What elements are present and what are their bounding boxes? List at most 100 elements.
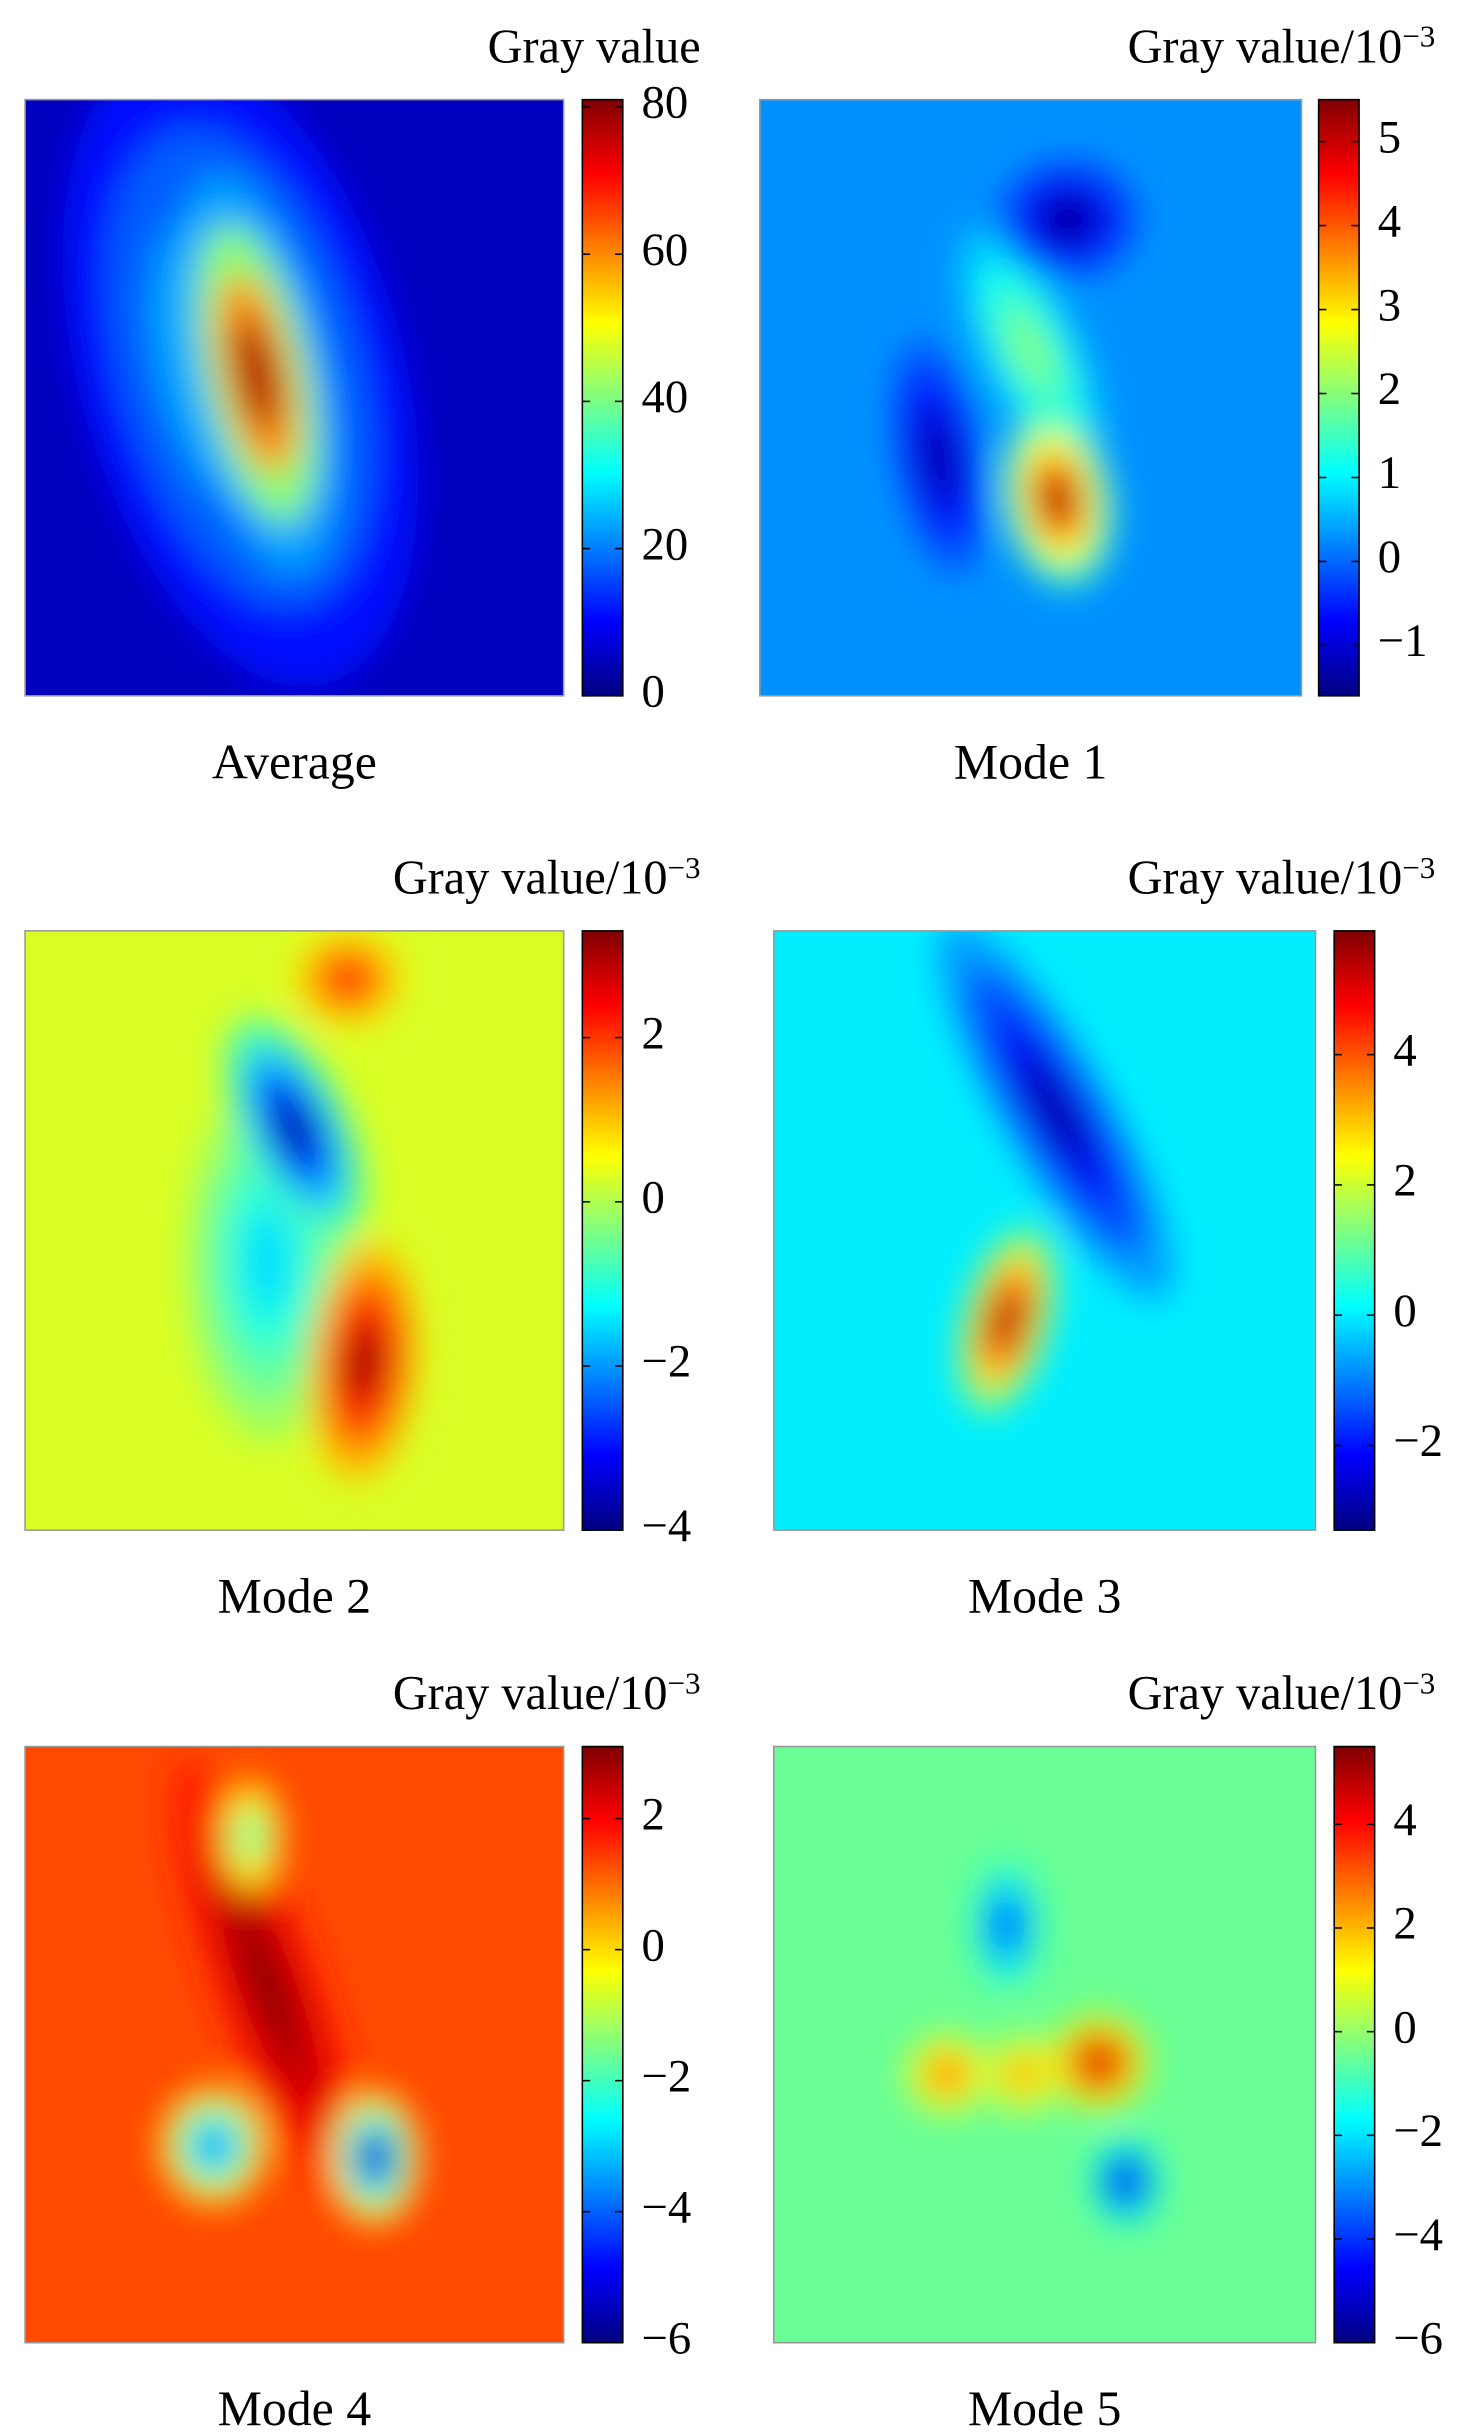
- panel-caption: Mode 5: [968, 2381, 1122, 2433]
- colorbar-tick-label: −6: [641, 2312, 691, 2364]
- colorbar-tick-label: −4: [641, 1500, 691, 1552]
- field-blob: [935, 2062, 960, 2087]
- field-blob: [242, 1819, 261, 1853]
- colorbar-tick-label: 40: [641, 371, 688, 423]
- colorbar-tick-label: 4: [1393, 1794, 1416, 1846]
- colorbar-tick-label: 80: [641, 77, 688, 129]
- colorbar-tick-label: 60: [641, 224, 688, 276]
- colorbar-title: Gray value: [488, 20, 701, 73]
- heatmap-frame: [773, 1745, 1317, 2344]
- heatmap-field: [186, 930, 420, 1482]
- heatmap-field: [62, 99, 419, 688]
- colorbar-tick-label: −2: [1393, 2105, 1443, 2157]
- field-blob: [1012, 2062, 1034, 2087]
- heatmap-field: [937, 930, 1174, 1414]
- title-text: Gray value/10: [1128, 852, 1403, 905]
- colorbar-tick-label: 4: [1378, 195, 1401, 247]
- title-exponent: −3: [1402, 1666, 1435, 1701]
- field-blob: [1116, 2170, 1136, 2194]
- colorbar-tick-label: −4: [1393, 2209, 1443, 2261]
- heatmap: [759, 99, 1302, 696]
- colorbar: [1333, 1745, 1376, 2344]
- colorbar: [1333, 930, 1376, 1531]
- heatmap-frame: [24, 98, 565, 697]
- field-blob: [363, 2139, 388, 2177]
- colorbar-title: Gray value/10−3: [1128, 19, 1436, 74]
- field-blob: [925, 424, 952, 491]
- heatmap: [25, 99, 564, 696]
- colorbar-title: Gray value/10−3: [1128, 850, 1436, 905]
- panel-caption: Average: [212, 734, 377, 789]
- title-text: Gray value/10: [393, 852, 668, 905]
- colorbar-tick-label: 2: [1378, 363, 1401, 415]
- field-blob: [1010, 316, 1051, 384]
- field-blob: [198, 2129, 229, 2163]
- title-exponent: −3: [1402, 19, 1435, 54]
- heatmap-frame: [773, 930, 1317, 1531]
- heatmap-field: [159, 1760, 419, 2224]
- colorbar-title: Gray value/10−3: [393, 1666, 701, 1721]
- title-exponent: −3: [668, 1666, 701, 1701]
- colorbar-tick-label: 0: [1393, 1285, 1416, 1337]
- heatmap-field: [903, 1865, 1159, 2224]
- colorbar-tick-label: 2: [641, 1788, 664, 1840]
- panel-caption: Mode 3: [968, 1569, 1122, 1624]
- heatmap: [25, 930, 564, 1531]
- colorbar-tick-label: 2: [641, 1007, 664, 1059]
- heatmap: [773, 930, 1316, 1531]
- title-exponent: −3: [1402, 850, 1435, 885]
- heatmap-frame: [24, 930, 565, 1531]
- field-blob: [234, 318, 280, 430]
- colorbar: [581, 930, 624, 1531]
- panel-caption: Mode 2: [218, 1569, 372, 1624]
- heatmap-frame: [759, 98, 1303, 697]
- field-blob: [997, 1908, 1016, 1943]
- colorbar-tick-label: −1: [1378, 615, 1428, 667]
- colorbar-tick-label: −4: [641, 2181, 691, 2233]
- colorbar-tick-label: −2: [1393, 1415, 1443, 1467]
- field-blob: [244, 1210, 291, 1311]
- title-exponent: −3: [668, 850, 701, 885]
- title-text: Gray value/10: [393, 1667, 668, 1720]
- colorbar-tick-label: 0: [1378, 531, 1401, 583]
- heatmap: [25, 1746, 564, 2343]
- field-blob: [274, 1097, 315, 1160]
- field-blob: [240, 1922, 295, 2048]
- field-blob: [349, 1328, 380, 1396]
- field-blob: [1022, 1057, 1089, 1164]
- title-text: Gray value/10: [1128, 1667, 1403, 1720]
- colorbar-tick-label: 2: [1393, 1898, 1416, 1950]
- field-blob: [1048, 202, 1089, 236]
- field-blob: [1085, 2049, 1113, 2076]
- colorbar: [581, 98, 624, 697]
- colorbar-title: Gray value/10−3: [1128, 1666, 1436, 1721]
- title-text: Gray value: [488, 20, 701, 73]
- colorbar-tick-label: −2: [641, 1336, 691, 1388]
- colorbar: [581, 1745, 624, 2344]
- colorbar-tick-label: −2: [641, 2050, 691, 2102]
- title-text: Gray value/10: [1128, 20, 1403, 73]
- colorbar-tick-label: 3: [1378, 279, 1401, 331]
- panel-caption: Mode 4: [218, 2381, 372, 2433]
- field-blob: [333, 965, 364, 993]
- colorbar-tick-label: 1: [1378, 447, 1401, 499]
- heatmap-frame: [24, 1745, 565, 2344]
- colorbar-title: Gray value/10−3: [393, 850, 701, 905]
- colorbar-tick-label: 0: [641, 1919, 664, 1971]
- colorbar: [1317, 98, 1360, 697]
- field-blob: [1042, 474, 1074, 524]
- colorbar-tick-label: −6: [1393, 2312, 1443, 2364]
- field-blob: [993, 1294, 1021, 1347]
- colorbar-tick-label: 2: [1393, 1155, 1416, 1207]
- colorbar-tick-label: 0: [641, 666, 664, 718]
- colorbar-tick-label: 4: [1393, 1024, 1416, 1076]
- colorbar-tick-label: 20: [641, 518, 688, 570]
- colorbar-tick-label: 0: [641, 1171, 664, 1223]
- colorbar-tick-label: 5: [1378, 111, 1401, 163]
- colorbar-tick-label: 0: [1393, 2001, 1416, 2053]
- heatmap-field: [891, 159, 1139, 588]
- panel-caption: Mode 1: [954, 734, 1108, 789]
- heatmap: [773, 1746, 1316, 2343]
